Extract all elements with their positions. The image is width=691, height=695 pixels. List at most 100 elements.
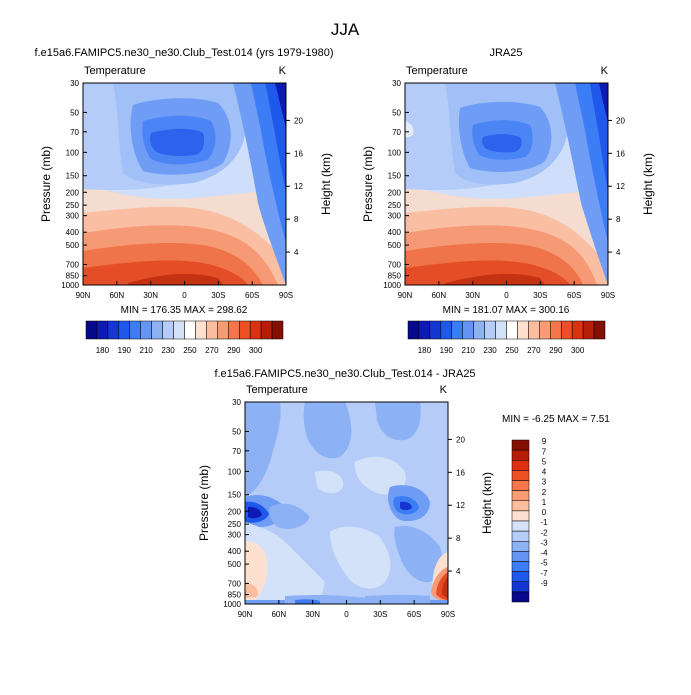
y-tick-label: 100 (66, 148, 80, 157)
colorbar-swatch (511, 470, 530, 481)
y-axis-label: Pressure (mb) (39, 146, 53, 222)
colorbar-label: 7 (542, 447, 547, 456)
colorbar-label: 300 (249, 346, 263, 355)
height-axis: 20 16 12 8 4 (608, 116, 625, 257)
colorbar-swatch (511, 449, 530, 461)
colorbar-swatch (429, 320, 442, 340)
colorbar-swatch (528, 320, 540, 340)
figure-title: JJA (331, 20, 360, 39)
colorbar-label: -4 (540, 549, 548, 558)
x-axis: 90N 60N 30N 0 30S 60S 90S (398, 281, 615, 300)
colorbar-swatch (539, 320, 551, 340)
colorbar-label: 180 (96, 346, 110, 355)
colorbar-label: 210 (140, 346, 154, 355)
colorbar-label: -1 (540, 518, 548, 527)
x-tick-label: 60S (245, 291, 259, 300)
y-tick-label: 30 (232, 398, 241, 407)
colorbar-label: 0 (542, 508, 547, 517)
y-tick-label: 70 (232, 447, 241, 456)
x-tick-label: 90S (441, 610, 455, 619)
height-tick-label: 12 (294, 182, 303, 191)
colorbar-swatch (511, 460, 530, 471)
colorbar-swatch (571, 320, 584, 340)
y-tick-label: 30 (392, 79, 401, 88)
height-tick-label: 8 (294, 215, 299, 224)
colorbar-swatch (140, 320, 152, 340)
y-tick-label: 300 (228, 531, 242, 540)
colorbar-swatch (511, 581, 530, 593)
y-tick-label: 300 (388, 212, 402, 221)
y-tick-label: 400 (388, 228, 402, 237)
y-tick-label: 250 (388, 201, 402, 210)
colorbar-swatch (249, 320, 262, 340)
colorbar-swatch (271, 320, 284, 340)
y-axis-label: Pressure (mb) (197, 465, 211, 541)
colorbar-swatch (593, 320, 606, 340)
temperature-colorbar-left: 180 190 210 230 250 270 290 300 (85, 320, 284, 355)
x-tick-label: 0 (182, 291, 187, 300)
x-tick-label: 60N (109, 291, 124, 300)
x-tick-label: 90N (76, 291, 91, 300)
panel-subtitle-left: Temperature (84, 65, 146, 77)
contour-field (244, 401, 449, 605)
colorbar-swatch (511, 551, 530, 562)
colorbar-label: 290 (549, 346, 563, 355)
y-tick-label: 150 (388, 172, 402, 181)
y-tick-label: 700 (228, 579, 242, 588)
colorbar-swatch (511, 591, 530, 603)
x-tick-label: 0 (344, 610, 349, 619)
colorbar-label: 270 (205, 346, 219, 355)
colorbar-swatch (228, 320, 240, 340)
height-tick-label: 12 (616, 182, 625, 191)
colorbar-swatch (418, 320, 431, 340)
colorbar-swatch (96, 320, 109, 340)
y-tick-label: 150 (66, 172, 80, 181)
colorbar-label: -3 (540, 538, 548, 547)
colorbar-label: 290 (227, 346, 241, 355)
colorbar-swatch (511, 571, 530, 582)
height-axis: 20 16 12 8 4 (448, 435, 465, 576)
y-tick-label: 1000 (223, 600, 241, 609)
y-tick-label: 300 (66, 212, 80, 221)
contour-field (404, 82, 609, 286)
colorbar-swatch (451, 320, 463, 340)
x-tick-label: 30S (373, 610, 387, 619)
colorbar-swatch (195, 320, 207, 340)
colorbar-label: 1 (542, 498, 547, 507)
colorbar-swatch (129, 320, 141, 340)
colorbar-swatch (511, 439, 530, 451)
height-tick-label: 16 (456, 468, 465, 477)
y-tick-label: 50 (70, 108, 79, 117)
temperature-colorbar-right: 180 190 210 230 250 270 290 300 (407, 320, 606, 355)
colorbar-label: 250 (183, 346, 197, 355)
colorbar-label: 270 (527, 346, 541, 355)
colorbar-swatch (550, 320, 562, 340)
colorbar-label: 230 (483, 346, 497, 355)
x-axis: 90N 60N 30N 0 30S 60S 90S (76, 281, 293, 300)
y-tick-label: 850 (228, 591, 242, 600)
x-tick-label: 90N (238, 610, 253, 619)
y-tick-label: 1000 (61, 281, 79, 290)
colorbar-label: 5 (542, 457, 547, 466)
y-tick-label: 100 (388, 148, 402, 157)
height-tick-label: 8 (456, 534, 461, 543)
y-tick-label: 700 (388, 260, 402, 269)
x-tick-label: 90S (601, 291, 615, 300)
x-tick-label: 0 (504, 291, 509, 300)
colorbar-swatch (206, 320, 218, 340)
colorbar-label: 300 (571, 346, 585, 355)
y-tick-label: 50 (232, 427, 241, 436)
colorbar-swatch (484, 320, 496, 340)
colorbar-label: 210 (462, 346, 476, 355)
panel-subtitle-right: K (440, 384, 448, 396)
colorbar-swatch (162, 320, 174, 340)
y-tick-label: 500 (228, 560, 242, 569)
colorbar-swatch (582, 320, 595, 340)
x-tick-label: 30N (143, 291, 158, 300)
y-tick-label: 500 (388, 241, 402, 250)
y-tick-label: 850 (66, 272, 80, 281)
